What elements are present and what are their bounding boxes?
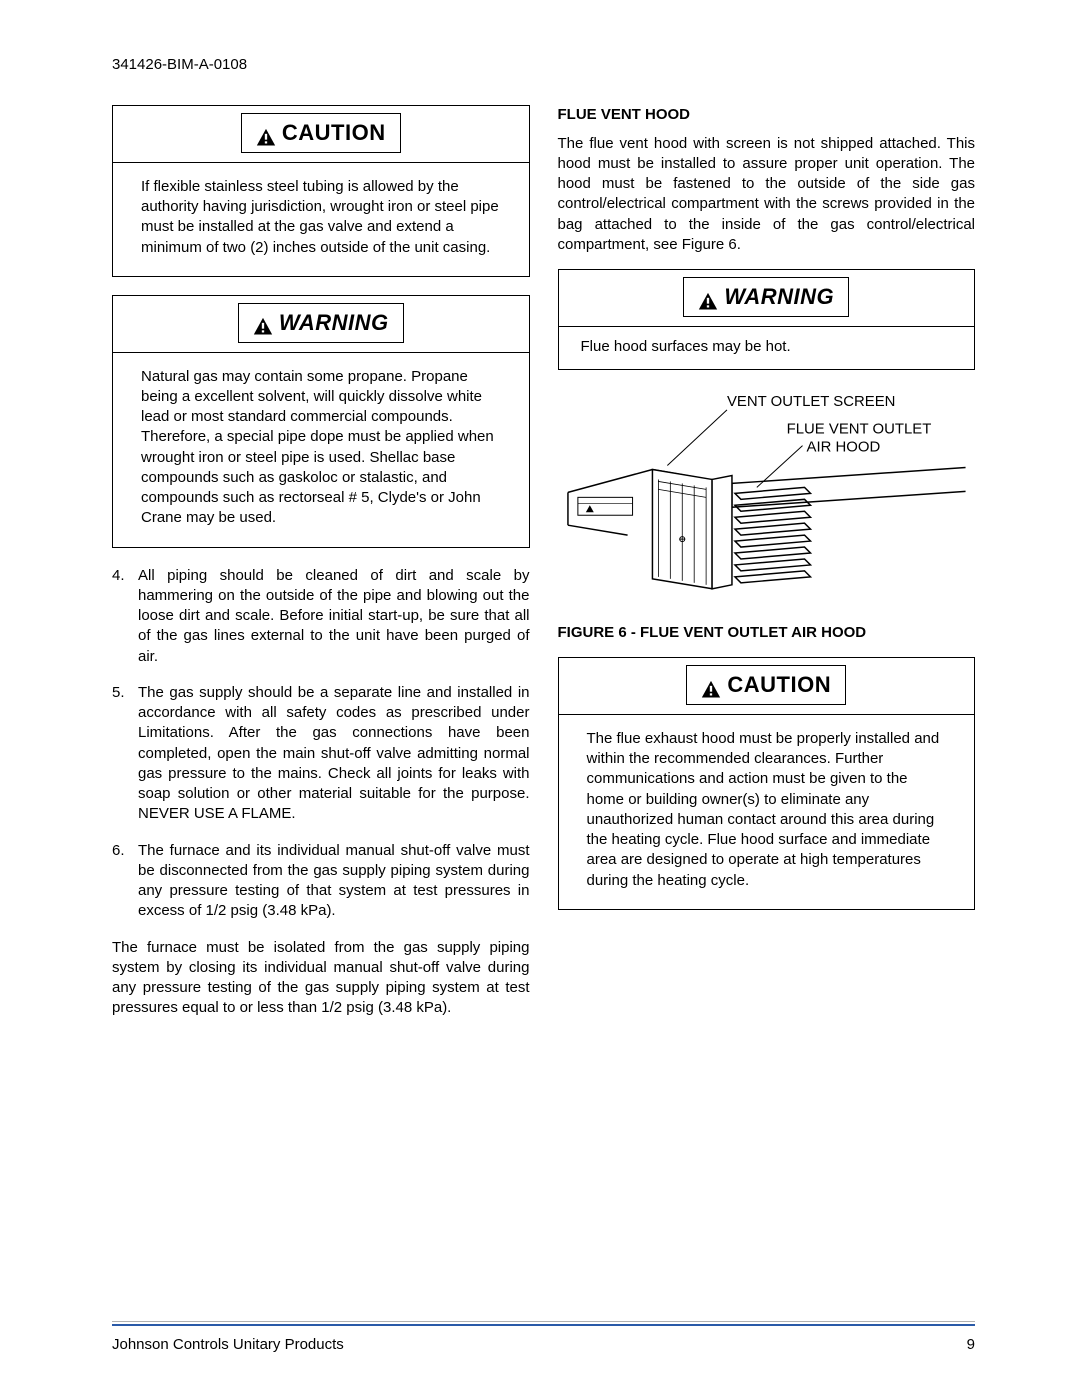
list-item: 4. All piping should be cleaned of dirt … — [112, 566, 530, 667]
alert-triangle-icon — [701, 676, 721, 694]
left-column: CAUTION If flexible stainless steel tubi… — [112, 105, 530, 1032]
alert-triangle-icon — [253, 314, 273, 332]
warning-body-1: Natural gas may contain some propane. Pr… — [113, 353, 529, 547]
caution-header: CAUTION — [241, 113, 401, 153]
list-item: 5. The gas supply should be a separate l… — [112, 683, 530, 825]
flue-vent-hood-title: FLUE VENT HOOD — [558, 105, 976, 125]
list-number: 6. — [112, 841, 138, 922]
two-column-layout: CAUTION If flexible stainless steel tubi… — [112, 105, 975, 1032]
document-id: 341426-BIM-A-0108 — [112, 55, 975, 75]
page-number: 9 — [967, 1335, 975, 1355]
caution-body-2: The flue exhaust hood must be properly i… — [559, 715, 975, 909]
caution-label: CAUTION — [282, 118, 386, 148]
list-number: 5. — [112, 683, 138, 825]
warning-header: WARNING — [683, 277, 849, 317]
warning-label: WARNING — [279, 308, 389, 338]
figure-6-caption: FIGURE 6 - FLUE VENT OUTLET AIR HOOD — [558, 623, 976, 643]
flue-vent-hood-paragraph: The flue vent hood with screen is not sh… — [558, 134, 976, 256]
caution-body-1: If flexible stainless steel tubing is al… — [113, 163, 529, 276]
list-number: 4. — [112, 566, 138, 667]
list-item: 6. The furnace and its individual manual… — [112, 841, 530, 922]
caution-header: CAUTION — [686, 665, 846, 705]
alert-triangle-icon — [698, 288, 718, 306]
page: 341426-BIM-A-0108 CAUTION If flexible st… — [0, 0, 1080, 1033]
diagram-svg: VENT OUTLET SCREEN FLUE VENT OUTLET AIR … — [558, 388, 976, 607]
list-text: All piping should be cleaned of dirt and… — [138, 566, 530, 667]
page-footer: Johnson Controls Unitary Products 9 — [112, 1335, 975, 1355]
warning-label: WARNING — [724, 282, 834, 312]
footer-rule — [112, 1321, 975, 1325]
footer-company: Johnson Controls Unitary Products — [112, 1335, 344, 1355]
warning-body-2: Flue hood surfaces may be hot. — [559, 327, 975, 369]
warning-box-2: WARNING Flue hood surfaces may be hot. — [558, 269, 976, 370]
warning-header: WARNING — [238, 303, 404, 343]
list-text: The furnace and its individual manual sh… — [138, 841, 530, 922]
caution-box-2: CAUTION The flue exhaust hood must be pr… — [558, 657, 976, 910]
warning-box-1: WARNING Natural gas may contain some pro… — [112, 295, 530, 548]
diagram-label-screen: VENT OUTLET SCREEN — [726, 394, 894, 410]
diagram-label-hood1: FLUE VENT OUTLET — [786, 422, 931, 438]
list-text: The gas supply should be a separate line… — [138, 683, 530, 825]
caution-box-1: CAUTION If flexible stainless steel tubi… — [112, 105, 530, 277]
alert-triangle-icon — [256, 124, 276, 142]
flue-vent-diagram: VENT OUTLET SCREEN FLUE VENT OUTLET AIR … — [558, 388, 976, 613]
diagram-label-hood2: AIR HOOD — [806, 440, 880, 456]
isolation-paragraph: The furnace must be isolated from the ga… — [112, 938, 530, 1019]
caution-label: CAUTION — [727, 670, 831, 700]
numbered-list: 4. All piping should be cleaned of dirt … — [112, 566, 530, 922]
right-column: FLUE VENT HOOD The flue vent hood with s… — [558, 105, 976, 1032]
